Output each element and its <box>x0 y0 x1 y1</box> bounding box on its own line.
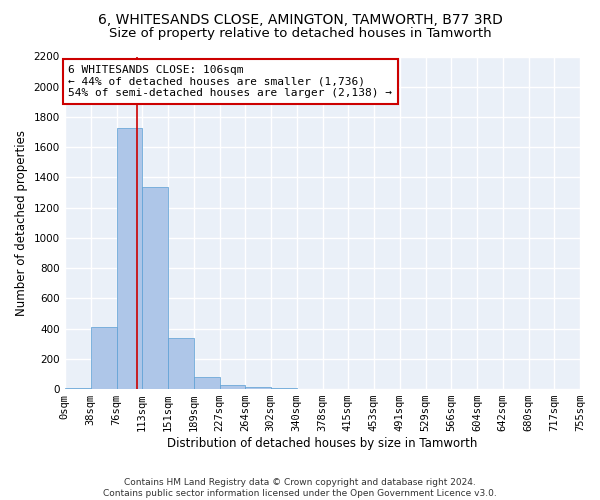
Text: 6 WHITESANDS CLOSE: 106sqm
← 44% of detached houses are smaller (1,736)
54% of s: 6 WHITESANDS CLOSE: 106sqm ← 44% of deta… <box>68 65 392 98</box>
Bar <box>91 327 116 389</box>
Bar <box>142 186 168 389</box>
Text: Contains HM Land Registry data © Crown copyright and database right 2024.
Contai: Contains HM Land Registry data © Crown c… <box>103 478 497 498</box>
Bar <box>271 388 297 389</box>
Text: 6, WHITESANDS CLOSE, AMINGTON, TAMWORTH, B77 3RD: 6, WHITESANDS CLOSE, AMINGTON, TAMWORTH,… <box>98 12 502 26</box>
Bar <box>194 377 220 389</box>
Bar <box>116 128 142 389</box>
Bar <box>65 388 91 389</box>
Y-axis label: Number of detached properties: Number of detached properties <box>15 130 28 316</box>
Text: Size of property relative to detached houses in Tamworth: Size of property relative to detached ho… <box>109 28 491 40</box>
Bar <box>245 387 271 389</box>
X-axis label: Distribution of detached houses by size in Tamworth: Distribution of detached houses by size … <box>167 437 478 450</box>
Bar <box>220 384 245 389</box>
Bar <box>168 338 194 389</box>
